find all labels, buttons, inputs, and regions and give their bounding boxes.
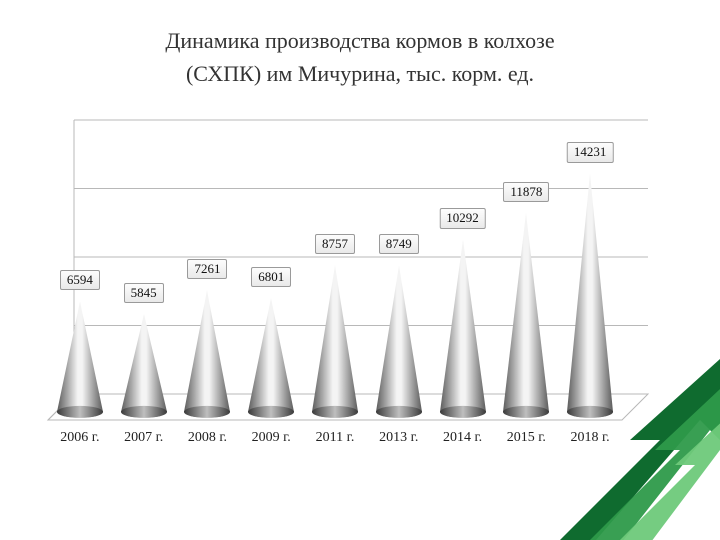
data-label: 6801 [251,267,291,287]
x-axis-label: 2007 г. [114,430,174,446]
data-label: 8757 [315,234,355,254]
cone-chart: 6594 5845 [48,120,648,460]
x-axis-label: 2008 г. [177,430,237,446]
data-label: 10292 [439,208,486,228]
data-label: 11878 [503,182,549,202]
chart-title: Динамика производства кормов в колхозе (… [80,24,640,90]
data-label: 14231 [567,142,614,162]
x-axis-label: 2011 г. [305,430,365,446]
x-axis-labels: 2006 г.2007 г.2008 г.2009 г.2011 г.2013 … [48,430,648,460]
x-axis-label: 2009 г. [241,430,301,446]
cone-bar [121,121,167,420]
data-label: 7261 [187,259,227,279]
cone-bar [440,121,486,420]
cone-bar [503,121,549,420]
x-axis-label: 2013 г. [369,430,429,446]
chart-title-line2: (СХПК) им Мичурина, тыс. корм. ед. [186,61,534,86]
x-axis-label: 2014 г. [433,430,493,446]
x-axis-label: 2015 г. [496,430,556,446]
cone-bar [312,121,358,420]
data-label: 8749 [379,234,419,254]
cone-series: 6594 5845 [48,120,648,420]
cone-bar [567,121,613,420]
data-label: 5845 [124,283,164,303]
x-axis-label: 2018 г. [560,430,620,446]
data-label: 6594 [60,270,100,290]
cone-bar [376,121,422,420]
chart-title-line1: Динамика производства кормов в колхозе [165,28,554,53]
x-axis-label: 2006 г. [50,430,110,446]
plot-area: 6594 5845 [48,120,648,420]
